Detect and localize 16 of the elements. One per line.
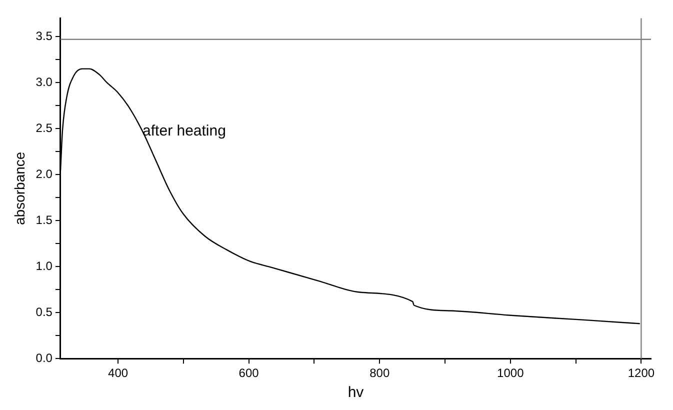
x-tick-label: 600: [238, 366, 260, 380]
y-tick-label: 0.5: [36, 304, 53, 319]
x-tick-label: 400: [108, 366, 128, 380]
y-tick-label: 1.0: [36, 258, 53, 273]
y-axis-title: absorbance: [11, 152, 28, 225]
y-tick-label: 3.0: [36, 74, 53, 89]
x-axis-title: hv: [348, 384, 364, 402]
x-tick-label: 1200: [628, 366, 655, 380]
y-tick-label: 1.5: [36, 212, 53, 227]
y-tick-label: 0.0: [36, 350, 53, 365]
y-tick-label: 3.5: [36, 28, 53, 43]
x-tick-label: 800: [370, 366, 390, 380]
y-tick-label: 2.0: [36, 166, 53, 181]
y-tick-label: 2.5: [36, 120, 53, 135]
x-tick-label: 1000: [497, 366, 524, 380]
annotation: after heating: [142, 122, 226, 140]
